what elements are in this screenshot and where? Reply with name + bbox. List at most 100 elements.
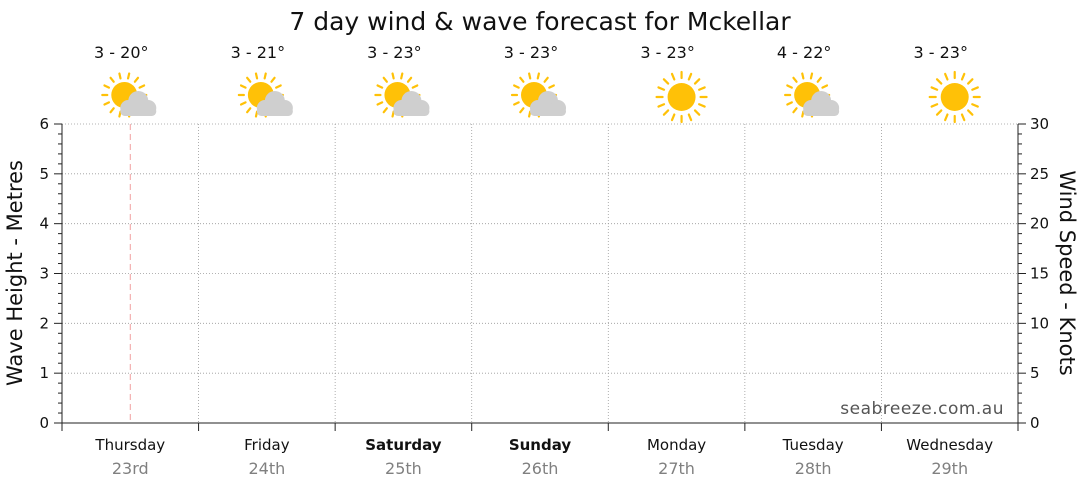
sun-ray (246, 76, 252, 83)
sun-ray (930, 103, 939, 108)
sun-ray (519, 76, 525, 83)
sun-ray (400, 72, 404, 80)
temperature-range: 3 - 23° (640, 43, 694, 62)
day-date: 29th (931, 459, 968, 478)
y-left-tick-label: 6 (39, 115, 49, 133)
sun-ray (960, 113, 966, 122)
day-forecast: 3 - 23° (913, 43, 981, 124)
day-label-group: Friday 24th (244, 436, 290, 478)
sun-ray (971, 86, 979, 91)
sun-ray (126, 72, 131, 80)
sun-ray (687, 113, 693, 122)
y-right-tick-label: 0 (1030, 414, 1040, 432)
sun-ray (239, 84, 247, 89)
sun-ray (967, 78, 974, 85)
day-label-group: Monday 27th (647, 436, 706, 478)
sun-ray (133, 76, 140, 83)
y-axis-left-label: Wave Height - Metres (3, 160, 27, 386)
sun-ray (662, 78, 670, 85)
chart-grid (62, 123, 1018, 423)
sun-ray (657, 86, 666, 91)
sun-ray (698, 86, 706, 91)
sun-ray (406, 76, 413, 83)
watermark: seabreeze.com.au (840, 399, 1004, 419)
y-left-tick-label: 1 (39, 364, 49, 382)
sun-ray (138, 84, 146, 89)
sun-ray (270, 76, 276, 83)
sun-ray (391, 72, 395, 80)
sun-ray (687, 72, 693, 81)
sun-ray (944, 113, 949, 122)
y-left-tick-label: 4 (39, 215, 49, 233)
day-label-group: Saturday 25th (365, 436, 442, 478)
sun-ray (519, 107, 525, 114)
temperature-range: 3 - 23° (367, 43, 421, 62)
day-forecast: 3 - 20° (94, 43, 157, 118)
partly-cloudy-icon (510, 72, 566, 118)
sun-ray (513, 84, 520, 89)
sun-disc (940, 83, 969, 111)
sunny-icon (655, 70, 708, 124)
sun-disc (667, 83, 696, 111)
sun-ray (536, 72, 540, 80)
day-forecast: 4 - 22° (777, 43, 840, 118)
sun-ray (275, 84, 282, 89)
y-right-tick-label: 10 (1030, 314, 1049, 332)
sun-ray (801, 110, 805, 118)
y-right-tick-label: 25 (1030, 165, 1049, 183)
sun-ray (967, 109, 974, 116)
day-date: 24th (248, 459, 285, 478)
day-name: Thursday (94, 436, 165, 454)
sun-ray (786, 101, 793, 106)
day-name: Friday (244, 436, 290, 454)
cloud-base (393, 107, 430, 116)
sun-ray (792, 107, 798, 114)
y-right-tick-label: 15 (1030, 265, 1049, 283)
day-labels: Thursday 23rd Friday 24th Saturday 25th Sunday… (94, 436, 993, 478)
day-name: Wednesday (906, 436, 993, 454)
partly-cloudy-icon (237, 72, 293, 118)
temperature-range: 3 - 23° (504, 43, 558, 62)
sun-ray (528, 110, 532, 118)
sun-ray (543, 76, 549, 83)
y-left-tick-label: 0 (39, 414, 49, 432)
day-date: 28th (795, 459, 832, 478)
partly-cloudy-icon (784, 72, 840, 118)
temperature-range: 4 - 22° (777, 43, 831, 62)
sun-ray (246, 107, 252, 114)
y-left-tick-label: 3 (39, 265, 49, 283)
chart-axes: 0 1 2 3 4 5 6 0 5 10 15 20 25 30 (39, 115, 1049, 432)
chart-title: 7 day wind & wave forecast for Mckellar (289, 7, 791, 36)
day-name: Saturday (365, 436, 442, 454)
daily-forecast-row: 3 - 20° 3 - 21° 3 - 23° 3 - 23° 3 - 23° 4 - 2… (94, 43, 981, 124)
day-date: 25th (385, 459, 422, 478)
y-left-tick-label: 2 (39, 314, 49, 332)
sunny-icon (928, 70, 981, 124)
sun-ray (103, 101, 111, 106)
sun-ray (944, 72, 949, 81)
day-forecast: 3 - 23° (640, 43, 708, 124)
y-right-tick-label: 20 (1030, 215, 1049, 233)
sun-ray (382, 76, 388, 83)
sun-ray (548, 84, 555, 89)
y-right-tick-label: 5 (1030, 364, 1040, 382)
sun-ray (792, 76, 798, 83)
sun-ray (935, 109, 943, 116)
sun-ray (118, 110, 122, 118)
sun-ray (411, 84, 419, 89)
cloud-base (530, 107, 566, 116)
sun-ray (930, 86, 939, 91)
day-label-group: Wednesday 29th (906, 436, 993, 478)
partly-cloudy-icon (374, 72, 430, 118)
sun-ray (809, 72, 814, 80)
y-axis-right-label: Wind Speed - Knots (1055, 170, 1079, 375)
sun-ray (376, 84, 384, 89)
sun-ray (960, 72, 966, 81)
sun-ray (528, 72, 532, 80)
cloud-base (803, 107, 840, 116)
sun-ray (698, 103, 706, 108)
day-label-group: Thursday 23rd (94, 436, 165, 478)
sun-ray (118, 72, 122, 80)
sun-ray (254, 110, 259, 118)
